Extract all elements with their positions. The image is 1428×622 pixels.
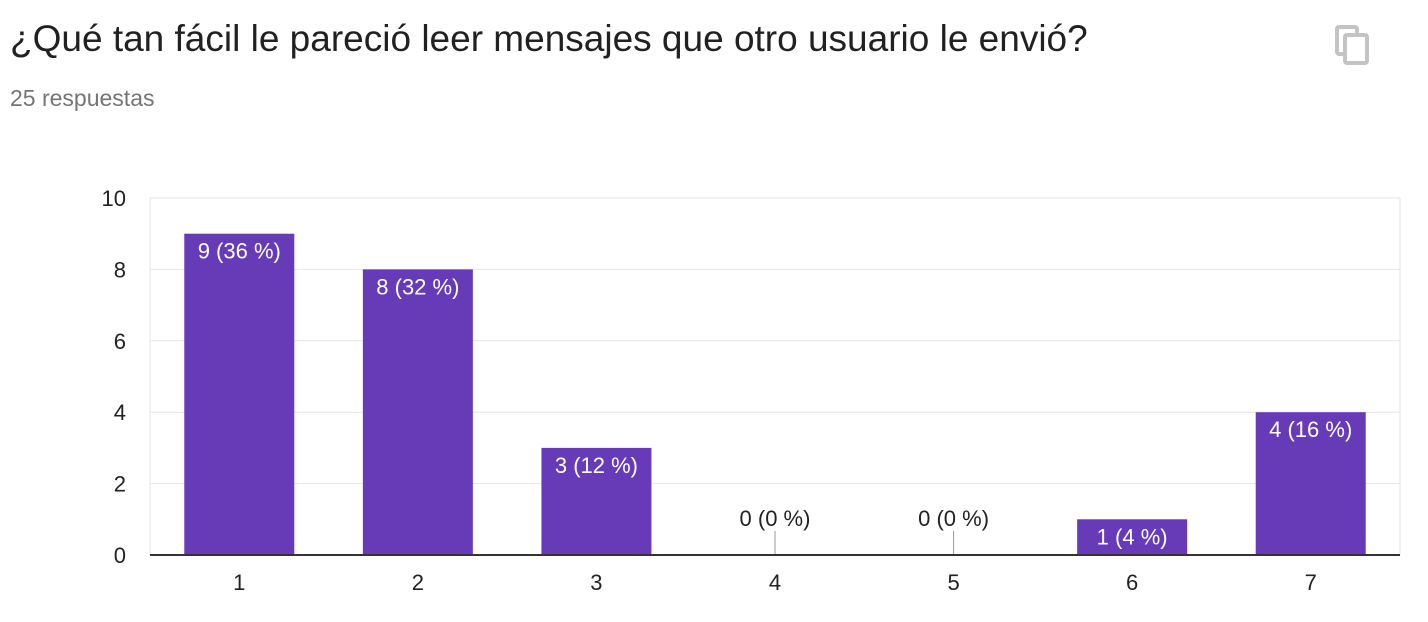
x-tick-label: 1 [233,570,245,595]
question-title: ¿Qué tan fácil le pareció leer mensajes … [10,18,1088,59]
data-label: 9 (36 %) [198,239,281,264]
bar [362,269,473,555]
bar [541,447,652,555]
y-tick-label: 6 [114,329,126,354]
copy-icon [1335,25,1369,65]
copy-chart-button[interactable] [1331,22,1375,66]
response-count: 25 respuestas [10,85,155,111]
y-tick-label: 10 [102,186,126,211]
y-tick-label: 4 [114,400,126,425]
data-label: 0 (0 %) [740,506,811,531]
x-tick-label: 6 [1126,570,1138,595]
data-label: 3 (12 %) [555,453,638,478]
data-label: 0 (0 %) [918,506,989,531]
data-label: 4 (16 %) [1269,417,1352,442]
x-tick-label: 7 [1305,570,1317,595]
bar [1255,412,1366,555]
x-tick-label: 4 [769,570,781,595]
bar [1077,519,1188,555]
y-tick-label: 0 [114,543,126,568]
x-tick-label: 3 [590,570,602,595]
y-tick-label: 2 [114,472,126,497]
y-tick-label: 8 [114,257,126,282]
x-tick-label: 2 [412,570,424,595]
bar [184,233,295,555]
data-label: 8 (32 %) [376,274,459,299]
data-label: 1 (4 %) [1097,524,1168,549]
x-tick-label: 5 [947,570,959,595]
